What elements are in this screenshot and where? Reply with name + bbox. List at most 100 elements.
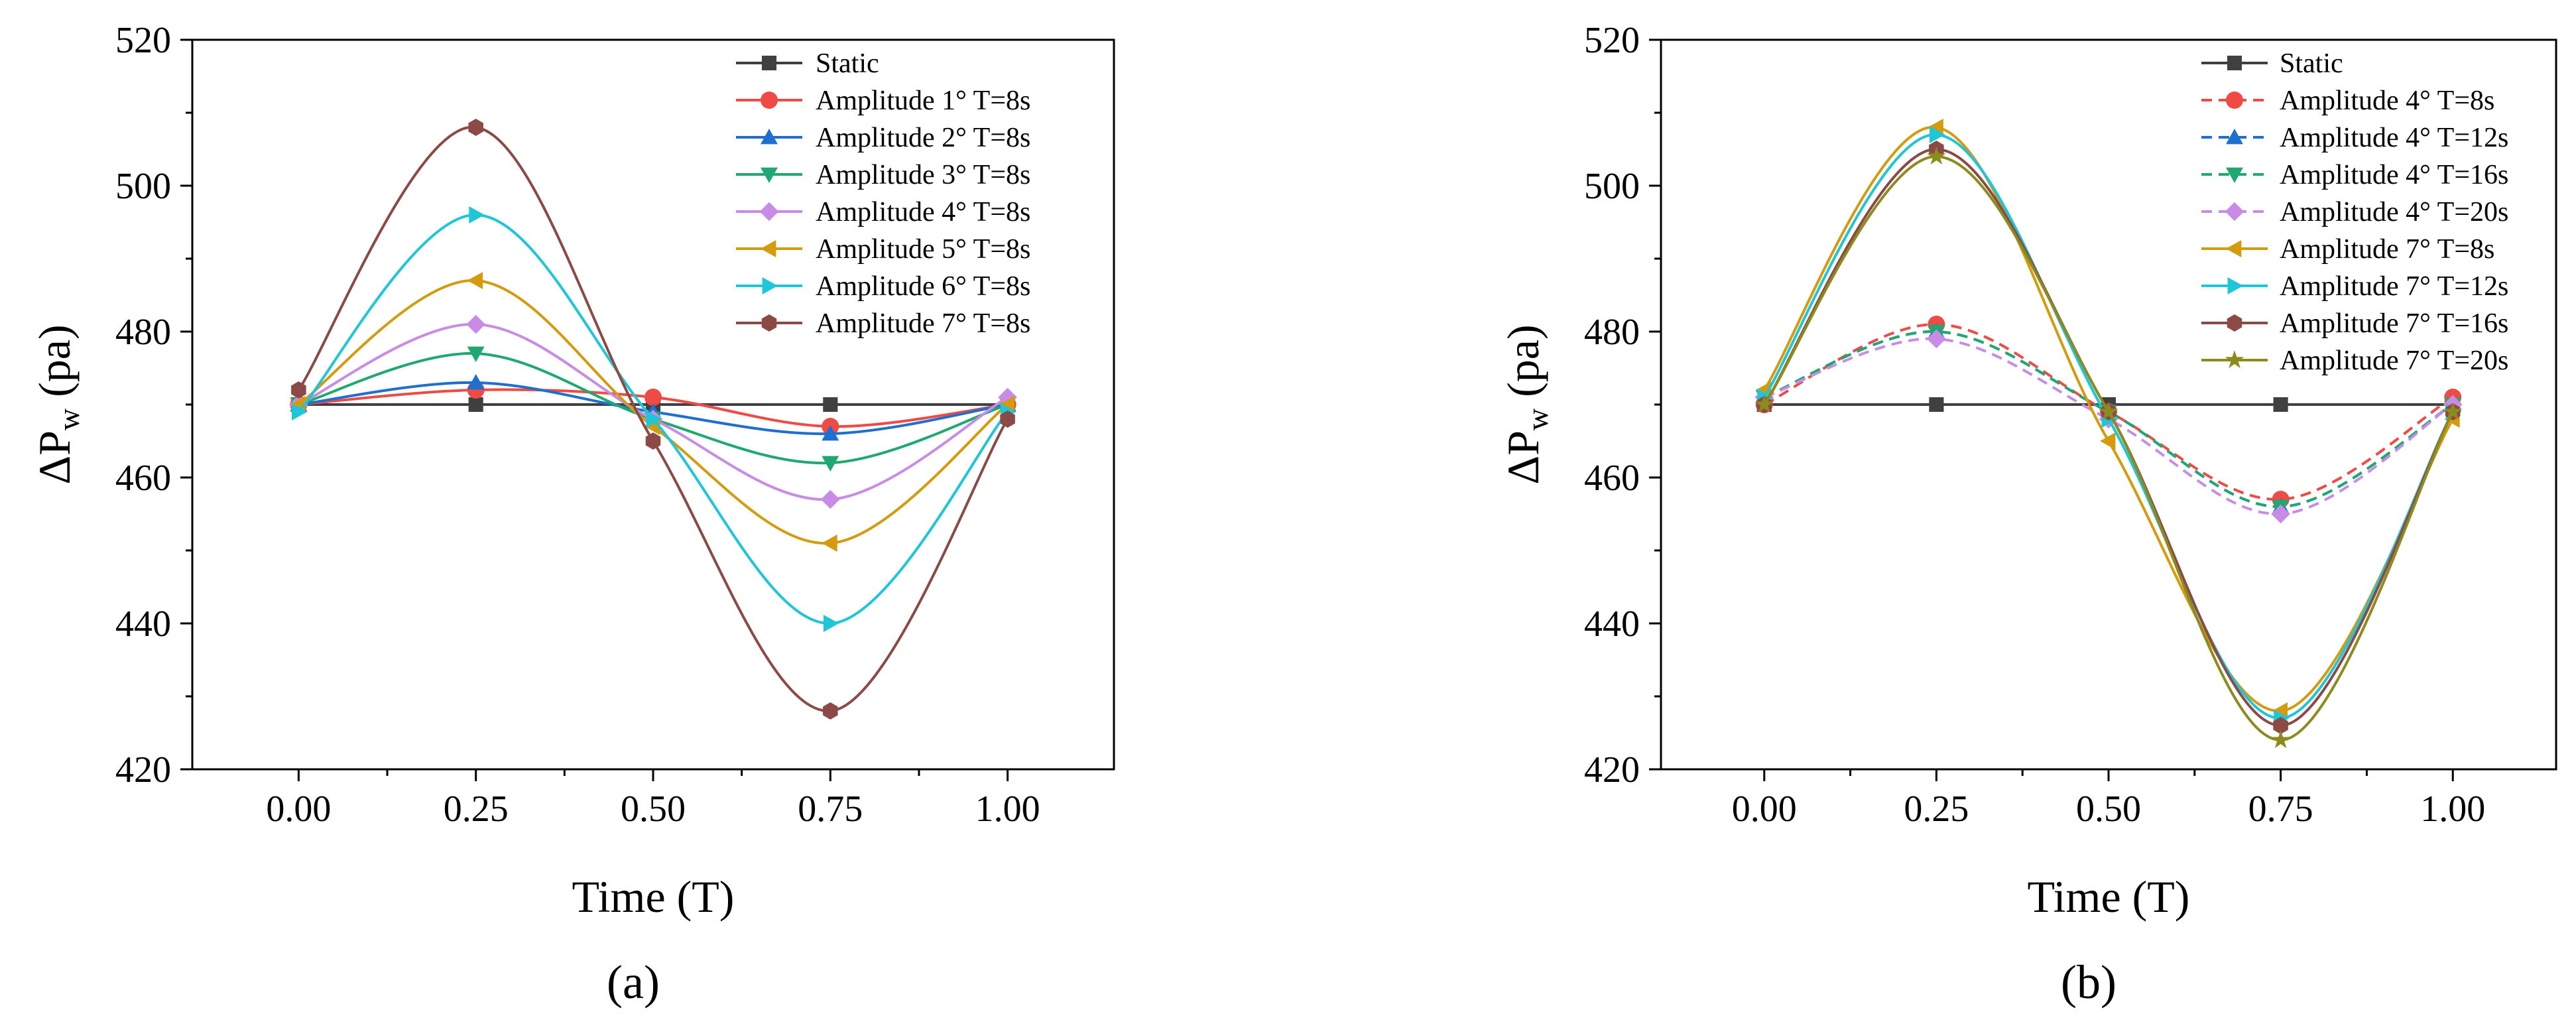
data-point bbox=[2100, 432, 2116, 450]
data-point bbox=[291, 403, 308, 420]
data-point bbox=[646, 411, 662, 428]
y-tick-label: 440 bbox=[1584, 603, 1640, 645]
legend-label: Amplitude 7° T=8s bbox=[2280, 234, 2494, 265]
y-tick-label: 500 bbox=[1584, 166, 1640, 207]
legend-marker bbox=[761, 55, 777, 71]
legend-marker bbox=[761, 240, 776, 257]
legend-label: Amplitude 7° T=16s bbox=[2280, 308, 2508, 339]
data-point bbox=[822, 425, 839, 441]
legend-label: Amplitude 7° T=12s bbox=[2280, 271, 2508, 302]
legend-marker bbox=[762, 277, 778, 294]
x-tick-label: 0.50 bbox=[621, 789, 686, 830]
y-tick-label: 480 bbox=[115, 312, 171, 353]
legend-label: Static bbox=[2280, 48, 2343, 79]
data-point bbox=[2273, 397, 2288, 413]
legend-label: Amplitude 3° T=8s bbox=[816, 160, 1030, 190]
legend-label: Amplitude 6° T=8s bbox=[816, 271, 1030, 302]
data-point bbox=[645, 432, 661, 450]
legend-marker bbox=[761, 129, 778, 145]
data-point bbox=[821, 489, 840, 509]
legend-marker bbox=[2226, 167, 2243, 183]
x-tick-label: 0.75 bbox=[2248, 789, 2313, 830]
y-tick-label: 520 bbox=[115, 20, 171, 61]
data-point bbox=[822, 535, 837, 552]
y-tick-label: 440 bbox=[115, 603, 171, 645]
legend-marker bbox=[2225, 350, 2244, 369]
x-axis-label: Time (T) bbox=[2028, 871, 2190, 922]
legend-marker bbox=[759, 202, 779, 222]
legend-marker bbox=[2225, 202, 2244, 222]
legend-marker bbox=[761, 167, 778, 183]
series-line bbox=[1763, 155, 2455, 742]
legend-marker bbox=[2226, 240, 2242, 257]
data-point bbox=[823, 615, 839, 632]
y-axis-label: ΔPw (pa) bbox=[1498, 324, 1554, 484]
legend-marker bbox=[2226, 92, 2243, 109]
data-point bbox=[2273, 717, 2288, 734]
legend-marker bbox=[2226, 129, 2243, 145]
legend-marker bbox=[2227, 55, 2242, 71]
x-tick-label: 1.00 bbox=[975, 789, 1040, 830]
y-tick-label: 420 bbox=[115, 749, 171, 791]
legend-label: Amplitude 4° T=20s bbox=[2280, 197, 2508, 227]
data-point bbox=[2271, 730, 2290, 749]
x-tick-label: 0.50 bbox=[2076, 789, 2141, 830]
data-point bbox=[2099, 402, 2118, 420]
data-point bbox=[2271, 504, 2290, 524]
data-point bbox=[291, 381, 306, 399]
data-point bbox=[822, 456, 839, 472]
series-line bbox=[1764, 337, 2454, 516]
x-tick-label: 0.25 bbox=[1904, 789, 1969, 830]
y-axis-label: ΔPw (pa) bbox=[29, 324, 86, 484]
data-point bbox=[823, 397, 838, 413]
chart-panel-a: ΔPw (pa) Time (T) (a) 420 440 460 480 500 520… bbox=[29, 20, 1115, 1009]
legend-marker bbox=[761, 92, 778, 109]
y-tick-label: 460 bbox=[115, 458, 171, 499]
x-tick-label: 1.00 bbox=[2420, 789, 2485, 830]
legend-marker bbox=[2227, 277, 2243, 294]
y-tick-label: 500 bbox=[115, 166, 171, 207]
y-tick-label: 460 bbox=[1584, 458, 1640, 499]
legend-label: Static bbox=[816, 48, 879, 79]
data-point bbox=[1927, 329, 1946, 349]
legend-label: Amplitude 4° T=8s bbox=[816, 197, 1030, 227]
chart-panel-b: ΔPw (pa) Time (T) (b) 420 440 460 480 500 520… bbox=[1498, 20, 2557, 1009]
data-point bbox=[467, 374, 485, 390]
legend-label: Amplitude 4° T=8s bbox=[2280, 86, 2494, 116]
legend-label: Amplitude 4° T=16s bbox=[2280, 160, 2508, 190]
legend-label: Amplitude 7° T=20s bbox=[2280, 346, 2508, 376]
data-point bbox=[998, 387, 1017, 407]
data-point bbox=[1754, 395, 1774, 413]
y-tick-label: 420 bbox=[1584, 749, 1640, 791]
data-point bbox=[466, 314, 485, 334]
legend-label: Amplitude 5° T=8s bbox=[816, 234, 1030, 265]
legend-marker bbox=[2227, 314, 2242, 332]
panel-label: (a) bbox=[607, 956, 660, 1009]
y-tick-label: 520 bbox=[1584, 20, 1640, 61]
data-point bbox=[1927, 147, 1946, 165]
data-point bbox=[469, 206, 485, 223]
x-tick-label: 0.25 bbox=[444, 789, 509, 830]
data-point bbox=[2443, 402, 2463, 420]
legend-marker bbox=[761, 314, 777, 332]
data-point bbox=[467, 272, 483, 289]
y-tick-label: 480 bbox=[1584, 312, 1640, 353]
data-point bbox=[823, 702, 838, 720]
x-tick-label: 0.75 bbox=[798, 789, 863, 830]
legend-label: Amplitude 4° T=12s bbox=[2280, 123, 2508, 153]
legend-label: Amplitude 2° T=8s bbox=[816, 123, 1030, 153]
data-point bbox=[644, 389, 662, 406]
data-point bbox=[468, 119, 483, 136]
data-point bbox=[467, 346, 485, 362]
panel-label: (b) bbox=[2061, 956, 2116, 1009]
legend-label: Amplitude 7° T=8s bbox=[816, 308, 1030, 339]
data-point bbox=[468, 397, 483, 413]
x-tick-label: 0.00 bbox=[266, 789, 331, 830]
data-point bbox=[1929, 397, 1944, 413]
data-point bbox=[1929, 126, 1945, 143]
x-tick-label: 0.00 bbox=[1732, 789, 1797, 830]
legend-label: Amplitude 1° T=8s bbox=[816, 86, 1030, 116]
data-point bbox=[1000, 411, 1015, 428]
x-axis-label: Time (T) bbox=[572, 871, 735, 922]
